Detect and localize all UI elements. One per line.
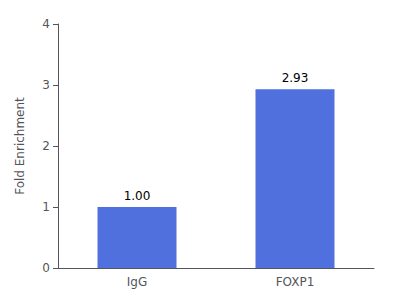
svg-text:1.00: 1.00 [124,189,151,203]
svg-text:3: 3 [42,78,50,92]
svg-text:IgG: IgG [127,275,147,289]
svg-text:4: 4 [42,17,50,31]
svg-text:2: 2 [42,139,50,153]
svg-text:Fold Enrichment: Fold Enrichment [13,97,27,195]
svg-text:1: 1 [42,200,50,214]
svg-text:0: 0 [42,261,50,275]
svg-text:2.93: 2.93 [282,71,309,85]
svg-text:FOXP1: FOXP1 [276,275,315,289]
